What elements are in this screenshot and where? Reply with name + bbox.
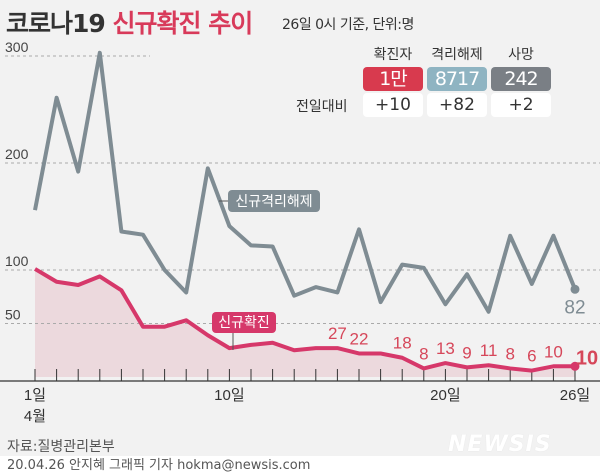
released-line bbox=[33, 50, 577, 314]
released-end-point bbox=[570, 284, 580, 294]
x-month-label: 4월 bbox=[24, 408, 46, 425]
confirmed-data-label: 6 bbox=[527, 347, 536, 366]
confirmed-data-label: 27 bbox=[328, 324, 347, 343]
confirmed-data-label: 18 bbox=[393, 334, 412, 353]
confirmed-data-label: 9 bbox=[462, 343, 471, 362]
confirmed-end-point bbox=[570, 361, 580, 371]
delta-confirmed: +10 bbox=[363, 93, 423, 117]
delta-released: +82 bbox=[427, 93, 487, 117]
confirmed-data-label: 8 bbox=[419, 344, 428, 363]
confirmed-line bbox=[33, 267, 575, 373]
confirmed-data-label: 10 bbox=[576, 347, 598, 369]
header-confirmed: 확진자 bbox=[373, 47, 413, 63]
header-released: 격리해제 bbox=[431, 47, 483, 63]
y-tick-label: 300 bbox=[5, 39, 29, 55]
header-deaths: 사망 bbox=[508, 47, 534, 63]
released-end-label: 82 bbox=[564, 297, 585, 318]
x-tick-label: 26일 bbox=[560, 387, 591, 404]
source: 자료:질병관리본부 bbox=[7, 439, 115, 455]
confirmed-data-label: 8 bbox=[505, 344, 514, 363]
value-confirmed: 1만728 bbox=[363, 67, 423, 114]
x-tick-label: 10일 bbox=[214, 387, 245, 404]
confirmed-data-label: 22 bbox=[350, 329, 369, 348]
x-tick-label: 20일 bbox=[430, 387, 461, 404]
confirmed-area bbox=[35, 268, 575, 377]
released-series-label: 신규격리해제 bbox=[235, 194, 312, 210]
y-tick-label: 100 bbox=[5, 253, 29, 269]
newsis-logo: NEWSIS bbox=[448, 432, 552, 457]
confirmed-series-label: 신규확진 bbox=[218, 315, 270, 331]
x-tick-label: 1일 bbox=[24, 387, 46, 404]
confirmed-data-label: 11 bbox=[480, 341, 498, 360]
confirmed-data-label: 10 bbox=[544, 342, 563, 361]
delta-label: 전일대비 bbox=[296, 99, 348, 115]
footer-credit: 20.04.26 안지혜 그래픽 기자 hokma@newsis.com bbox=[0, 456, 600, 476]
released-series-tag bbox=[228, 190, 320, 212]
delta-deaths: +2 bbox=[491, 93, 551, 117]
y-tick-label: 50 bbox=[5, 307, 21, 323]
confirmed-data-label: 13 bbox=[436, 339, 455, 358]
value-deaths: 242 bbox=[491, 67, 551, 91]
confirmed-series-tag bbox=[212, 312, 276, 333]
y-tick-label: 200 bbox=[5, 146, 29, 162]
value-released: 8717 bbox=[427, 67, 487, 91]
chart-subtitle: 26일 0시 기준, 단위:명 bbox=[282, 17, 414, 33]
chart-title: 코로나19 신규확진 추이 bbox=[6, 9, 253, 38]
